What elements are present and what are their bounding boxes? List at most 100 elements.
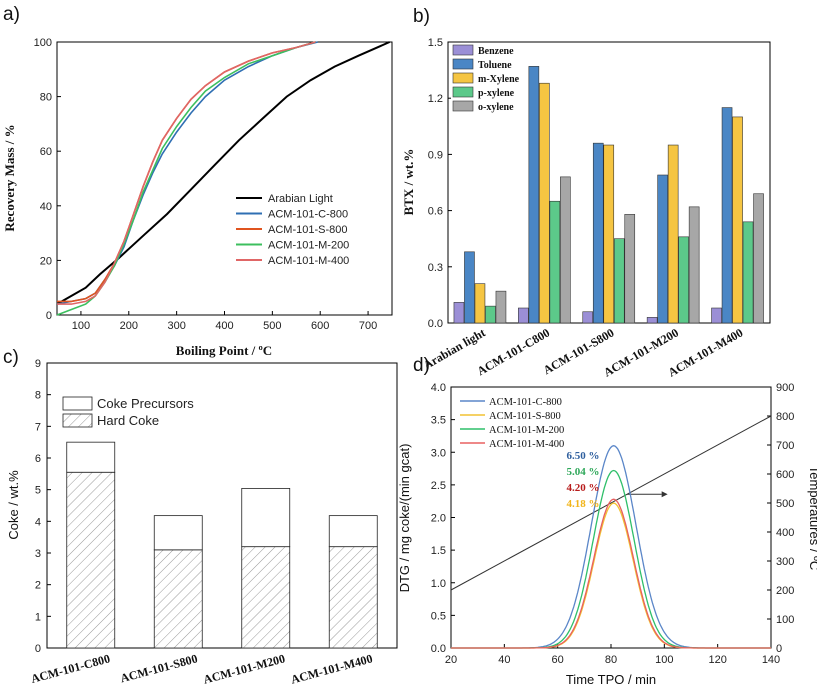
panel-b-y-tick-label: 1.5 <box>428 37 443 49</box>
panel-c-bar-empty <box>241 487 291 548</box>
panel-b-y-label: BTX / wt.% <box>401 149 416 216</box>
panel-a-y-tick-label: 40 <box>40 201 52 213</box>
panel-c-y-tick-label: 4 <box>35 516 41 528</box>
panel-b-category-label: ACM-101-C800 <box>475 325 552 378</box>
panel-c-y-tick-label: 0 <box>35 643 41 655</box>
panel-c-category-label: ACM-101-M200 <box>202 651 287 686</box>
panel-a-y-tick-label: 20 <box>40 255 52 267</box>
panel-a-x-ticks: 100 200 300 400 500 600 700 <box>72 311 377 332</box>
panel-d-legend-label: ACM-101-S-800 <box>489 411 561 422</box>
panel-d-annotation: 6.50 % <box>567 450 600 462</box>
panel-d-y-tick-label: 3.0 <box>431 447 446 459</box>
panel-d-x-tick-label: 120 <box>708 654 726 666</box>
panel-a-recovery-chart: 100 200 300 400 500 600 700 0 20 40 60 80 100 Boili… <box>2 37 393 358</box>
panel-d-series <box>450 415 772 649</box>
panel-d-annotations: 6.50 % 5.04 % 4.20 % 4.18 % <box>567 450 600 510</box>
panel-d-legend: ACM-101-C-800 ACM-101-S-800 ACM-101-M-200 A… <box>460 397 564 450</box>
panel-c-y-tick-label: 2 <box>35 580 41 592</box>
panel-b-legend: Benzene Toluene m-Xylene p-xylene o-xylene <box>451 44 525 118</box>
panel-c-bar-hatched <box>66 471 116 649</box>
panel-b-bar <box>549 200 561 324</box>
panel-b-bar <box>453 302 465 324</box>
panel-a-x-tick-label: 400 <box>215 320 233 332</box>
panel-c-legend: Coke Precursors Hard Coke <box>62 396 194 428</box>
panel-c-legend-label: Coke Precursors <box>97 396 194 411</box>
panel-a-y-ticks: 0 20 40 60 80 100 <box>34 37 61 322</box>
panel-b-legend-label: m-Xylene <box>478 74 520 85</box>
panel-d-x-tick-label: 140 <box>762 654 780 666</box>
panel-b-y-tick-label: 0.0 <box>428 318 443 330</box>
panel-d-annotation: 4.20 % <box>567 482 600 494</box>
panel-b-bar <box>732 116 743 324</box>
panel-d-right-y-tick-label: 300 <box>776 556 794 568</box>
panel-a-series <box>56 41 391 316</box>
panel-c-legend-label: Hard Coke <box>97 413 159 428</box>
panel-a-x-tick-label: 500 <box>263 320 281 332</box>
panel-c-categories: ACM-101-C800 ACM-101-S800 ACM-101-M200 ACM-… <box>29 651 374 686</box>
panel-b-bar <box>464 251 475 324</box>
panel-label-c: c) <box>3 347 19 368</box>
panel-b-bar <box>495 290 507 324</box>
panel-b-y-tick-label: 0.3 <box>428 262 443 274</box>
panel-a-y-tick-label: 100 <box>34 37 52 49</box>
panel-b-bar <box>646 317 658 324</box>
panel-d-y-label: DTG / mg coke/(min gcat) <box>397 444 412 593</box>
panel-d-tpo-chart: 20 40 60 80 100 120 140 0.0 0.5 1.0 1.5 2.0 2.5 3.0 3… <box>397 382 817 687</box>
panel-b-legend-label: Benzene <box>478 46 514 57</box>
panel-d-right-y-tick-label: 800 <box>776 411 794 423</box>
panel-label-a: a) <box>3 4 20 25</box>
panel-b-bar <box>528 66 540 324</box>
panel-c-bar-hatched <box>153 549 203 649</box>
panel-a-x-tick-label: 700 <box>359 320 377 332</box>
panel-label-d: d) <box>413 355 430 376</box>
panel-b-bar <box>624 214 636 324</box>
panel-d-annotation: 5.04 % <box>567 466 600 478</box>
panel-b-legend-swatch <box>452 58 474 70</box>
panel-c-legend-swatch <box>62 413 93 428</box>
panel-a-legend-label: Arabian Light <box>268 193 333 205</box>
panel-b-y-tick-label: 0.6 <box>428 206 443 218</box>
panel-a-x-tick-label: 600 <box>311 320 329 332</box>
panel-b-bar <box>753 193 764 324</box>
panel-c-category-label: ACM-101-S800 <box>119 651 199 685</box>
panel-d-right-y-ticks: 0 100 200 300 400 500 600 700 800 900 <box>767 382 794 655</box>
panel-c-bar-empty <box>153 515 203 551</box>
panel-b-y-ticks: 0.0 0.3 0.6 0.9 1.2 1.5 <box>428 37 452 330</box>
panel-a-y-tick-label: 60 <box>40 146 52 158</box>
panel-b-bar <box>539 82 550 324</box>
panel-a-x-tick-label: 100 <box>72 320 90 332</box>
panel-b-bar <box>742 221 754 324</box>
panel-d-line-3 <box>451 498 771 649</box>
panel-c-bar-empty <box>66 441 116 473</box>
panel-b-legend-swatch <box>452 44 474 56</box>
panel-d-annotation: 4.18 % <box>567 498 600 510</box>
panel-a-legend-label: ACM-101-C-800 <box>268 209 348 221</box>
panel-b-bar <box>560 176 571 324</box>
panel-c-bars <box>66 441 378 649</box>
panel-d-y-tick-label: 1.5 <box>431 545 446 557</box>
panel-a-legend-label: ACM-101-M-200 <box>268 240 349 252</box>
panel-d-y-tick-label: 3.5 <box>431 415 446 427</box>
panel-a-legend-label: ACM-101-M-400 <box>268 255 349 267</box>
panel-d-x-tick-label: 100 <box>655 654 673 666</box>
panel-b-legend-swatch <box>452 72 474 84</box>
panel-d-arrow-head <box>661 491 668 498</box>
panel-c-category-label: ACM-101-M400 <box>289 651 374 686</box>
panel-d-right-y-tick-label: 700 <box>776 440 794 452</box>
panel-d-right-y-tick-label: 200 <box>776 585 794 597</box>
panel-d-legend-label: ACM-101-C-800 <box>489 397 562 408</box>
panel-b-legend-label: Toluene <box>478 60 512 71</box>
panel-b-bar <box>657 174 668 324</box>
panel-b-legend-label: o-xylene <box>478 102 514 113</box>
panel-a-x-tick-label: 300 <box>167 320 185 332</box>
panel-a-x-label: Boiling Point / ºC <box>176 343 272 358</box>
panel-d-right-y-label: Temperatures / ºC <box>807 466 817 570</box>
panel-d-right-y-tick-label: 0 <box>776 643 782 655</box>
panel-b-bar <box>485 305 496 324</box>
panel-d-x-label: Time TPO / min <box>566 672 656 687</box>
panel-c-y-ticks: 0 1 2 3 4 5 6 7 8 9 <box>35 358 51 655</box>
panel-d-temperature-line <box>450 415 772 591</box>
panel-a-legend: Arabian Light ACM-101-C-800 ACM-101-S-800 A… <box>236 193 349 267</box>
